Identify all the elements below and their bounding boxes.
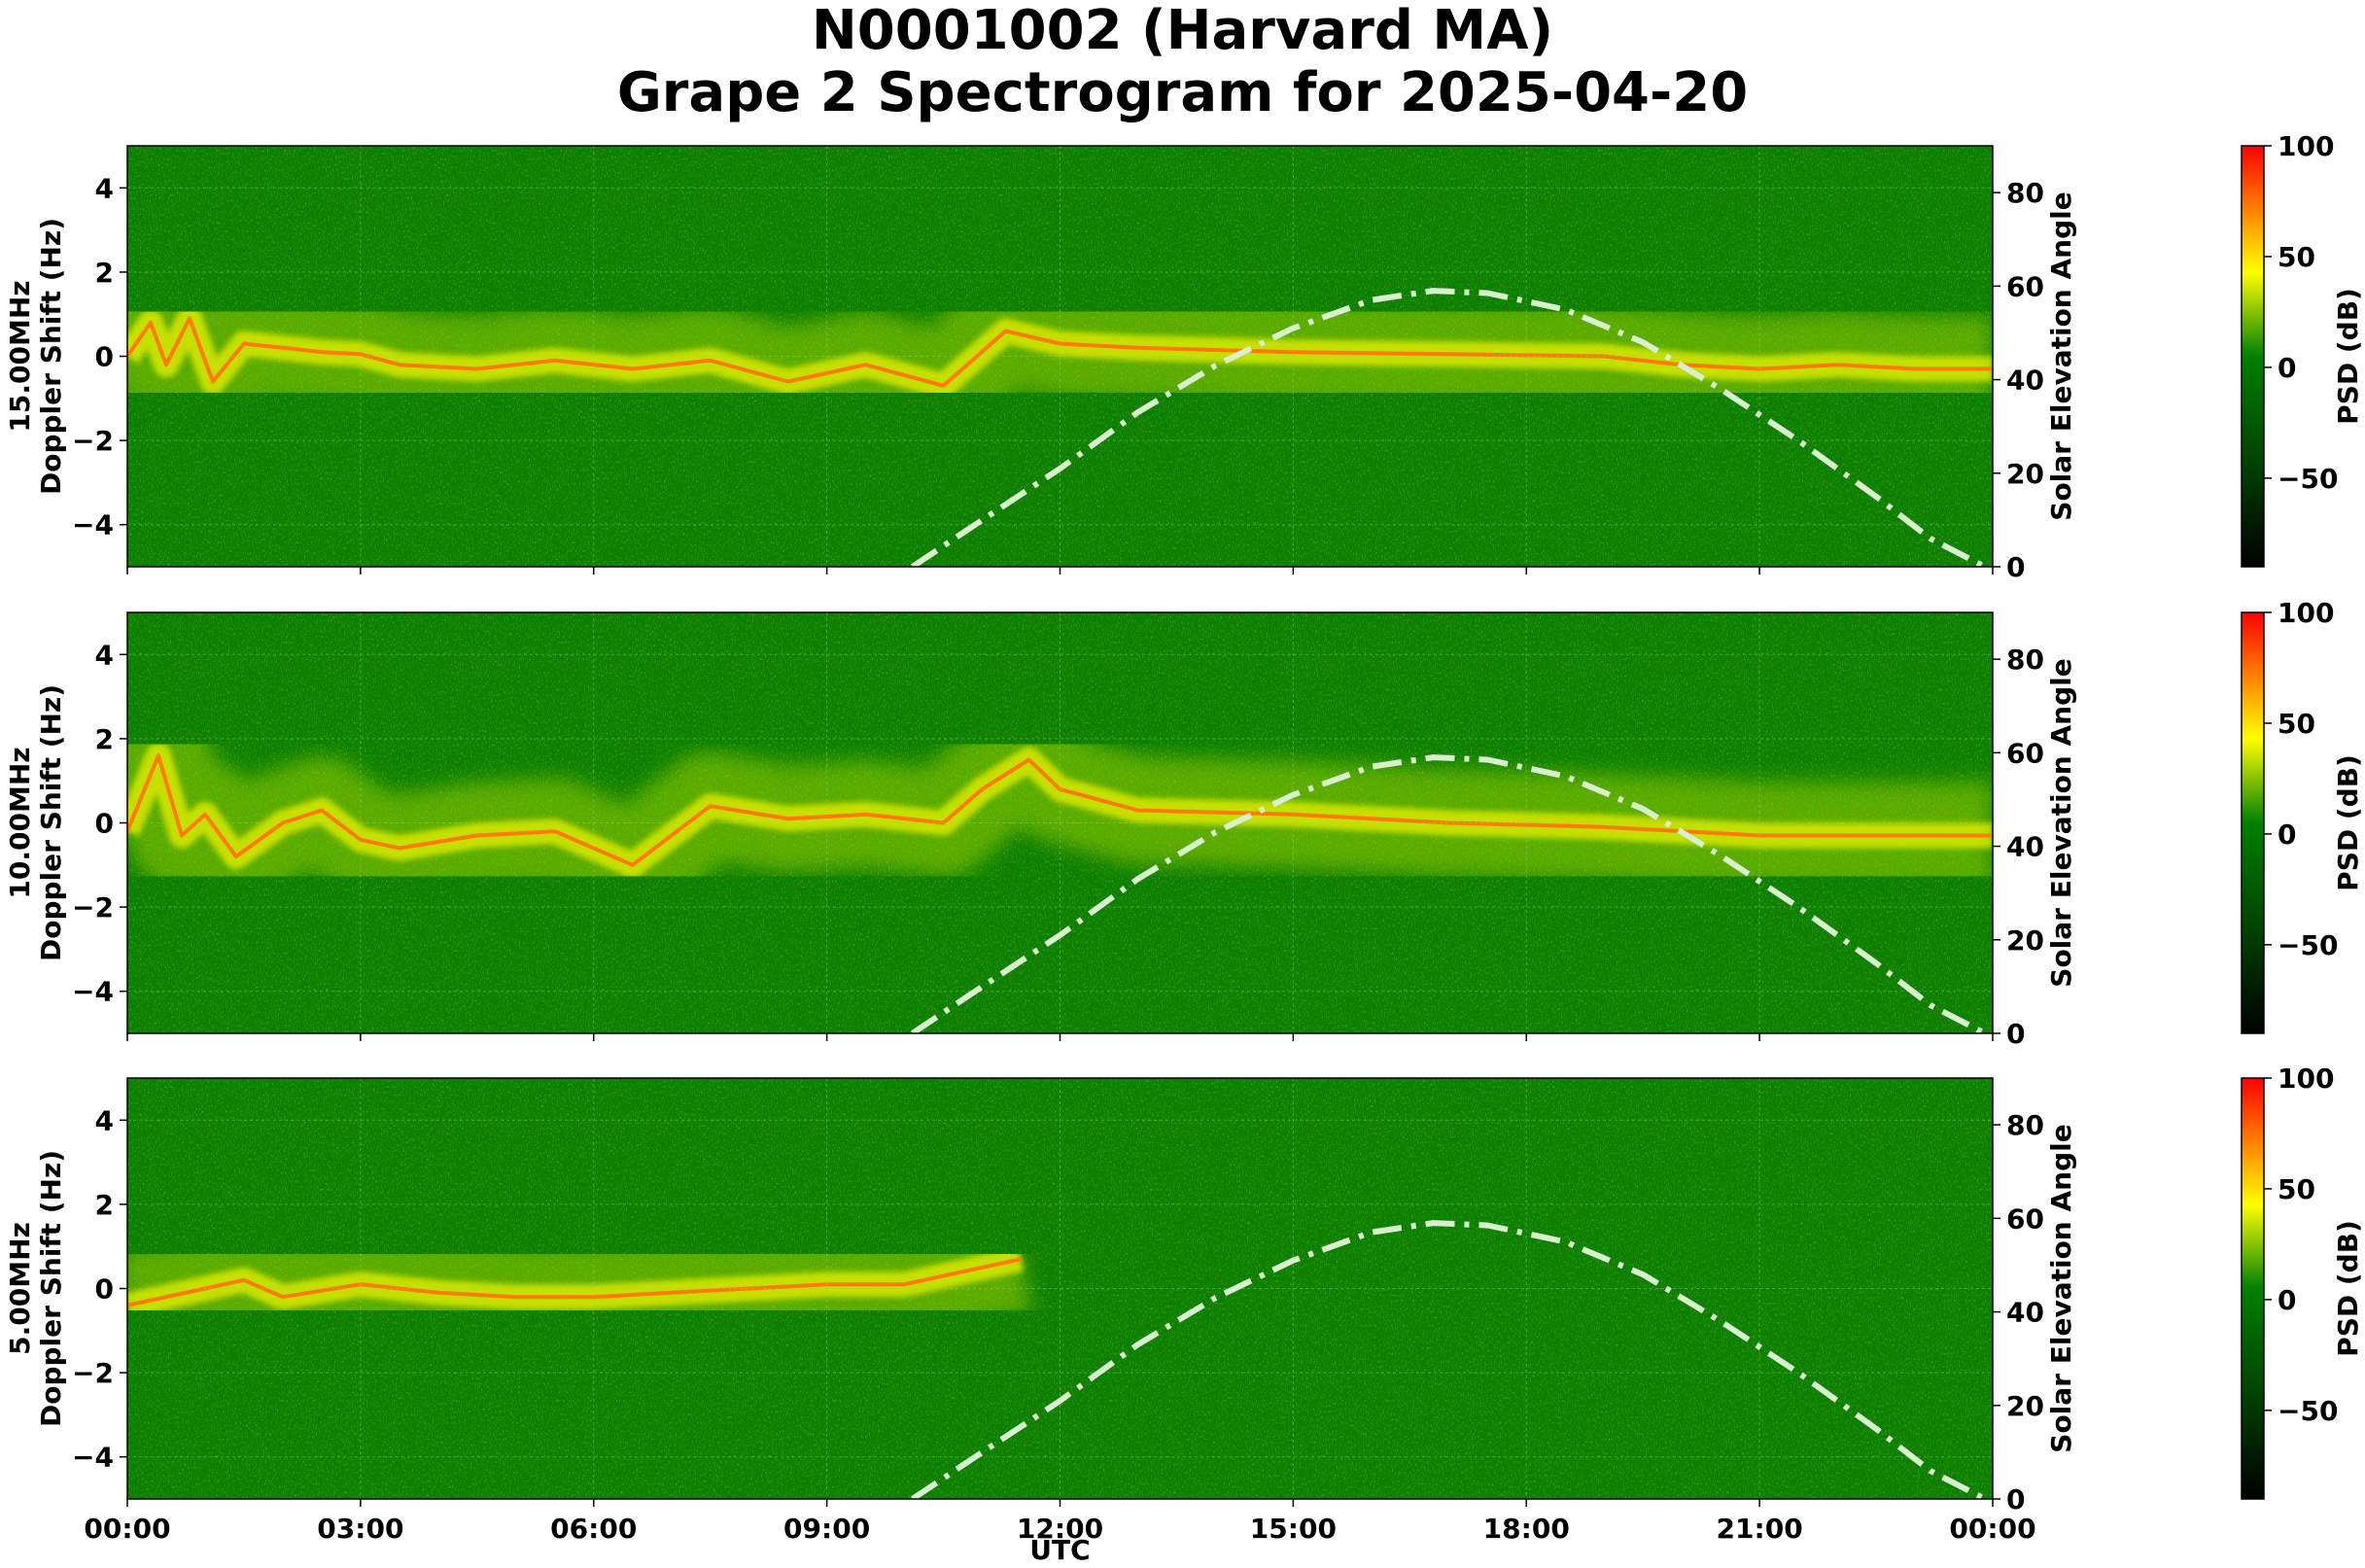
x-tick-label: 12:00 <box>1017 1513 1103 1545</box>
y-tick-label: −2 <box>72 1357 114 1389</box>
colorbar-tick-label: 50 <box>2278 708 2315 740</box>
solar-tick-label: 40 <box>2006 831 2044 863</box>
solar-tick-label: 20 <box>2006 1390 2044 1422</box>
doppler-axis-label: Doppler Shift (Hz) <box>35 684 67 961</box>
y-tick-label: 0 <box>95 341 114 373</box>
colorbar <box>2241 1077 2265 1500</box>
doppler-axis-label: Doppler Shift (Hz) <box>35 218 67 495</box>
x-tick-label: 09:00 <box>783 1513 870 1545</box>
panel-2-plot-area <box>127 612 1993 1033</box>
doppler-trace <box>127 1257 1022 1307</box>
solar-tick-label: 60 <box>2006 737 2044 769</box>
solar-axis-label: Solar Elevation Angle <box>2045 192 2077 520</box>
solar-tick-label: 20 <box>2006 924 2044 957</box>
solar-tick-label: 80 <box>2006 644 2044 676</box>
y-tick-label: −4 <box>72 1442 114 1474</box>
doppler-axis-label: Doppler Shift (Hz) <box>35 1150 67 1427</box>
chart-title-line1: N0001002 (Harvard MA) <box>811 0 1554 62</box>
x-tick-label: 18:00 <box>1483 1513 1570 1545</box>
y-tick-label: 4 <box>95 639 114 671</box>
doppler-trace <box>127 753 1993 867</box>
y-tick-label: 4 <box>95 172 114 204</box>
solar-tick-label: 0 <box>2006 551 2025 583</box>
colorbar-tick-label: 100 <box>2278 1063 2334 1095</box>
solar-tick-label: 60 <box>2006 270 2044 302</box>
y-tick-label: 4 <box>95 1104 114 1136</box>
solar-axis-label: Solar Elevation Angle <box>2045 658 2077 987</box>
x-tick-label: 00:00 <box>84 1513 170 1545</box>
panel-3-plot-area <box>127 1078 1993 1499</box>
doppler-trace <box>127 316 1993 388</box>
panel-frequency-label: 10.00MHz <box>4 747 36 898</box>
x-axis-label: UTC <box>1029 1534 1090 1566</box>
colorbar-tick-label: 50 <box>2278 241 2315 273</box>
y-tick-label: −2 <box>72 891 114 923</box>
y-tick-label: 2 <box>95 723 114 755</box>
solar-tick-label: 80 <box>2006 1109 2044 1141</box>
colorbar-tick-label: 0 <box>2278 1284 2296 1316</box>
colorbar-tick-label: 0 <box>2278 819 2296 851</box>
x-tick-label: 15:00 <box>1250 1513 1337 1545</box>
solar-elevation-curve <box>910 1220 1987 1499</box>
panel-frequency-label: 15.00MHz <box>4 280 36 432</box>
chart-title-line2: Grape 2 Spectrogram for 2025-04-20 <box>616 61 1749 124</box>
solar-tick-label: 40 <box>2006 365 2044 397</box>
colorbar-label: PSD (dB) <box>2332 288 2364 425</box>
y-tick-label: 2 <box>95 1189 114 1221</box>
x-tick-label: 06:00 <box>550 1513 637 1545</box>
solar-tick-label: 20 <box>2006 458 2044 490</box>
y-tick-label: 2 <box>95 257 114 289</box>
solar-tick-label: 60 <box>2006 1202 2044 1235</box>
panel-1-plot-area <box>127 146 1993 567</box>
y-tick-label: −2 <box>72 425 114 457</box>
colorbar-label: PSD (dB) <box>2332 754 2364 891</box>
x-tick-label: 03:00 <box>317 1513 403 1545</box>
panel-frequency-label: 5.00MHz <box>4 1222 36 1355</box>
colorbar-tick-label: −50 <box>2278 463 2338 495</box>
y-tick-label: 0 <box>95 1273 114 1306</box>
solar-tick-label: 0 <box>2006 1483 2025 1516</box>
x-tick-label: 21:00 <box>1717 1513 1803 1545</box>
colorbar <box>2241 611 2265 1034</box>
solar-tick-label: 80 <box>2006 177 2044 209</box>
solar-tick-label: 0 <box>2006 1018 2025 1050</box>
solar-elevation-curve <box>910 754 1987 1033</box>
y-tick-label: 0 <box>95 808 114 840</box>
colorbar <box>2241 145 2265 568</box>
colorbar-tick-label: 100 <box>2278 597 2334 629</box>
colorbar-tick-label: 50 <box>2278 1173 2315 1205</box>
colorbar-tick-label: 0 <box>2278 352 2296 384</box>
colorbar-label: PSD (dB) <box>2332 1220 2364 1357</box>
y-tick-label: −4 <box>72 976 114 1008</box>
solar-elevation-curve <box>910 288 1987 567</box>
solar-axis-label: Solar Elevation Angle <box>2045 1124 2077 1452</box>
y-tick-label: −4 <box>72 509 114 541</box>
colorbar-tick-label: −50 <box>2278 1395 2338 1427</box>
colorbar-tick-label: −50 <box>2278 929 2338 961</box>
solar-tick-label: 40 <box>2006 1297 2044 1329</box>
x-tick-label: 00:00 <box>1949 1513 2035 1545</box>
colorbar-tick-label: 100 <box>2278 130 2334 162</box>
